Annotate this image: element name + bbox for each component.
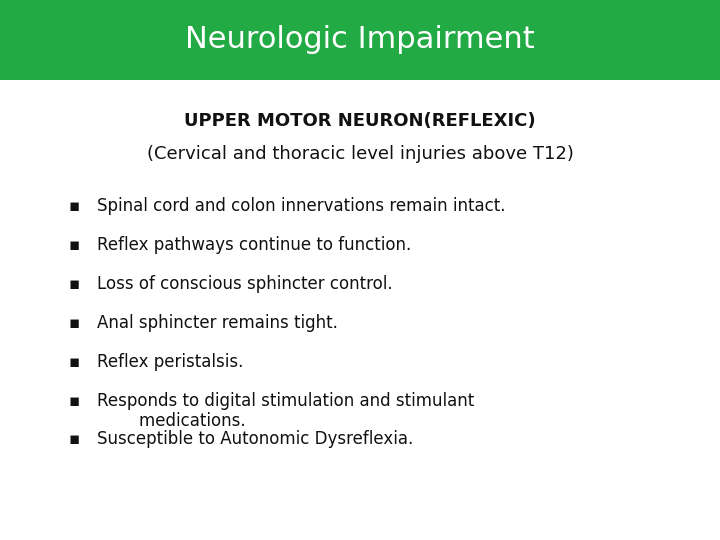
Text: ▪: ▪ xyxy=(68,353,80,370)
Text: Anal sphincter remains tight.: Anal sphincter remains tight. xyxy=(97,314,338,332)
Text: ▪: ▪ xyxy=(68,275,80,293)
Text: ▪: ▪ xyxy=(68,197,80,215)
Text: ▪: ▪ xyxy=(68,430,80,448)
Text: ▪: ▪ xyxy=(68,314,80,332)
Text: Neurologic Impairment: Neurologic Impairment xyxy=(185,25,535,55)
Text: Reflex peristalsis.: Reflex peristalsis. xyxy=(97,353,243,370)
Text: ▪: ▪ xyxy=(68,392,80,409)
Text: Loss of conscious sphincter control.: Loss of conscious sphincter control. xyxy=(97,275,393,293)
Text: Reflex pathways continue to function.: Reflex pathways continue to function. xyxy=(97,236,411,254)
Text: Responds to digital stimulation and stimulant
        medications.: Responds to digital stimulation and stim… xyxy=(97,392,474,430)
FancyBboxPatch shape xyxy=(0,0,720,80)
Text: Spinal cord and colon innervations remain intact.: Spinal cord and colon innervations remai… xyxy=(97,197,505,215)
Text: UPPER MOTOR NEURON(REFLEXIC): UPPER MOTOR NEURON(REFLEXIC) xyxy=(184,112,536,131)
Text: Susceptible to Autonomic Dysreflexia.: Susceptible to Autonomic Dysreflexia. xyxy=(97,430,413,448)
Text: (Cervical and thoracic level injuries above T12): (Cervical and thoracic level injuries ab… xyxy=(147,145,573,163)
Text: ▪: ▪ xyxy=(68,236,80,254)
